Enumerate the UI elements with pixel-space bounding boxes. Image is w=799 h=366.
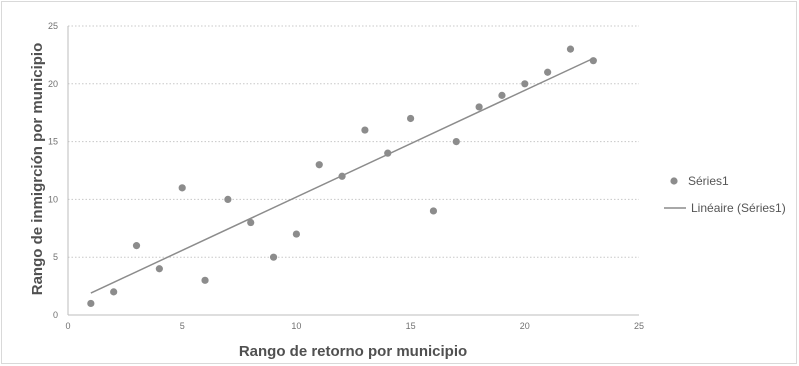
x-axis-title: Rango de retorno por municipio xyxy=(239,343,467,360)
x-tick-label-5: 25 xyxy=(634,321,644,331)
x-tick-label-1: 5 xyxy=(180,321,185,331)
data-point-7 xyxy=(247,218,255,227)
data-point-17 xyxy=(475,103,483,111)
x-tick-label-4: 20 xyxy=(520,321,530,331)
data-point-4 xyxy=(178,184,186,192)
y-tick-labels: 0 5 10 15 20 25 xyxy=(48,21,58,320)
data-point-13 xyxy=(384,149,392,157)
data-point-11 xyxy=(338,172,346,180)
gridlines xyxy=(68,25,639,258)
data-point-14 xyxy=(407,114,415,123)
data-point-9 xyxy=(292,230,300,238)
data-point-20 xyxy=(544,68,552,76)
data-point-12 xyxy=(361,126,369,134)
data-point-2 xyxy=(132,242,141,250)
y-tick-label-1: 5 xyxy=(53,252,58,262)
data-point-18 xyxy=(498,91,506,99)
legend: Séries1 Linéaire (Séries1) xyxy=(664,174,786,215)
y-axis-title: Rango de inmigrción por municipio xyxy=(29,43,46,296)
data-point-0 xyxy=(87,299,95,308)
data-point-8 xyxy=(269,253,278,261)
axes xyxy=(67,26,639,316)
legend-marker-series xyxy=(670,177,678,185)
y-tick-label-2: 10 xyxy=(48,194,58,204)
y-tick-label-0: 0 xyxy=(53,310,58,320)
data-point-5 xyxy=(201,276,209,284)
data-point-1 xyxy=(110,288,118,296)
data-point-21 xyxy=(566,45,575,53)
data-point-16 xyxy=(452,138,460,146)
data-point-3 xyxy=(155,265,163,273)
x-tick-label-0: 0 xyxy=(65,321,70,331)
data-point-19 xyxy=(521,80,529,88)
data-point-15 xyxy=(429,207,438,215)
x-tick-label-2: 10 xyxy=(291,321,301,331)
x-tick-label-3: 15 xyxy=(406,321,416,331)
data-point-22 xyxy=(589,57,597,65)
data-point-6 xyxy=(224,195,232,203)
y-tick-label-4: 20 xyxy=(48,79,58,89)
data-points xyxy=(87,45,597,308)
data-point-10 xyxy=(315,161,323,169)
y-tick-label-3: 15 xyxy=(48,137,58,147)
x-tick-labels: 0 5 10 15 20 25 xyxy=(65,321,644,331)
legend-label-trendline: Linéaire (Séries1) xyxy=(691,201,786,215)
legend-label-series: Séries1 xyxy=(688,174,729,188)
y-tick-label-5: 25 xyxy=(48,21,58,31)
